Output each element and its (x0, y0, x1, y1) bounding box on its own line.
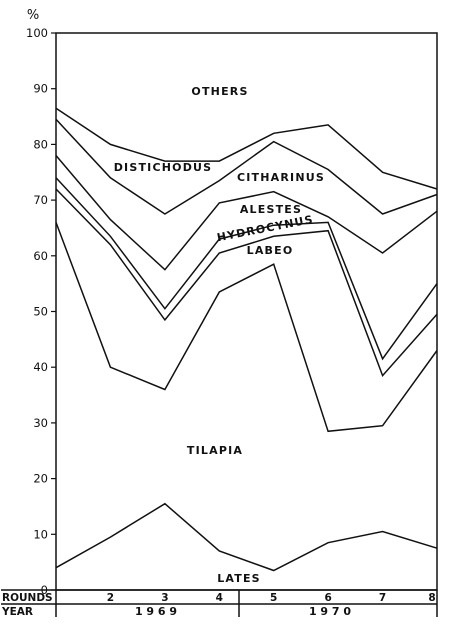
year-1970: 1 9 7 0 (309, 605, 351, 618)
label-distichodus: DISTICHODUS (114, 161, 213, 174)
boundary-line-tilapia (55, 222, 438, 433)
year-1969: 1 9 6 9 (135, 605, 177, 618)
y-tick-label-70: 70 (33, 193, 48, 207)
boundary-lines (55, 107, 438, 572)
label-lates: LATES (217, 572, 261, 585)
round-label-6: 6 (324, 592, 331, 604)
y-tick-label-80: 80 (33, 137, 48, 151)
rounds-title: ROUNDS (2, 592, 53, 604)
boundary-line-labeo (55, 188, 438, 378)
round-label-7: 7 (379, 592, 386, 604)
round-label-3: 3 (161, 592, 168, 604)
y-tick-label-60: 60 (33, 249, 48, 263)
boundary-line-hydrocynus (55, 177, 438, 361)
y-tick-label-20: 20 (33, 472, 48, 486)
boundary-line-distichodus (55, 107, 438, 190)
boundary-line-citharinus (55, 118, 438, 215)
plot-frame (55, 32, 438, 591)
boundary-line-alestes (55, 155, 438, 271)
boundary-line-lates (55, 502, 438, 572)
round-label-5: 5 (270, 592, 277, 604)
y-tick-label-10: 10 (33, 527, 48, 541)
year-title: YEAR (1, 606, 33, 618)
round-labels: 2 3 4 5 6 7 8 (107, 592, 436, 604)
label-others: OTHERS (191, 85, 248, 98)
round-label-2: 2 (107, 592, 114, 604)
label-citharinus: CITHARINUS (237, 171, 325, 184)
label-alestes: ALESTES (240, 203, 302, 216)
round-label-8: 8 (428, 592, 435, 604)
label-tilapia: TILAPIA (187, 444, 243, 457)
y-tick-label-100: 100 (26, 26, 48, 40)
y-tick-label-50: 50 (33, 305, 48, 319)
y-tick-label-30: 30 (33, 416, 48, 430)
y-tick-label-90: 90 (33, 82, 48, 96)
y-axis-unit: % (27, 8, 39, 23)
round-label-4: 4 (216, 592, 223, 604)
y-tick-label-40: 40 (33, 360, 48, 374)
label-labeo: LABEO (247, 244, 294, 257)
